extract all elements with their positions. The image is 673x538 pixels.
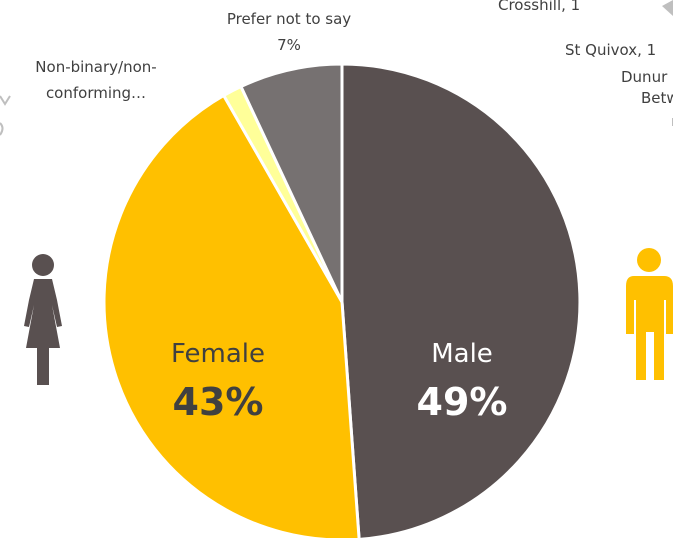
slice-value-male: 49%: [417, 380, 508, 424]
slice-value-prefer-not-to-say: 7%: [277, 36, 301, 54]
fragment-betw-label: Betw: [641, 89, 673, 107]
slice-label-non-binary-line2: conforming…: [46, 84, 146, 102]
slice-label-female: Female: [171, 339, 265, 369]
fragment-chevron-icon: [0, 95, 11, 106]
slice-label-male: Male: [431, 339, 493, 369]
fragment-crosshill-label: Crosshill, 1: [498, 0, 580, 14]
pie-slice-prefer-not-to-say: [239, 62, 344, 304]
fragment-dunure-label: Dunur: [621, 68, 668, 86]
slice-value-female: 43%: [173, 380, 264, 424]
pie-slices: [102, 62, 582, 538]
neighbour-chart-fragments: Crosshill, 1 St Quivox, 1 Dunur Betw: [0, 0, 673, 136]
male-person-icon: [626, 248, 673, 380]
pie-slice-male: [340, 62, 582, 538]
slice-label-non-binary-line1: Non-binary/non-: [35, 58, 156, 76]
female-person-icon: [24, 254, 62, 385]
fragment-grey-slice-mark: [662, 0, 673, 16]
fragment-st-quivox-label: St Quivox, 1: [565, 41, 656, 59]
fragment-curve-mark: [0, 122, 4, 136]
pie-slice-female: [102, 93, 361, 538]
slice-label-prefer-not-to-say: Prefer not to say: [227, 10, 351, 28]
